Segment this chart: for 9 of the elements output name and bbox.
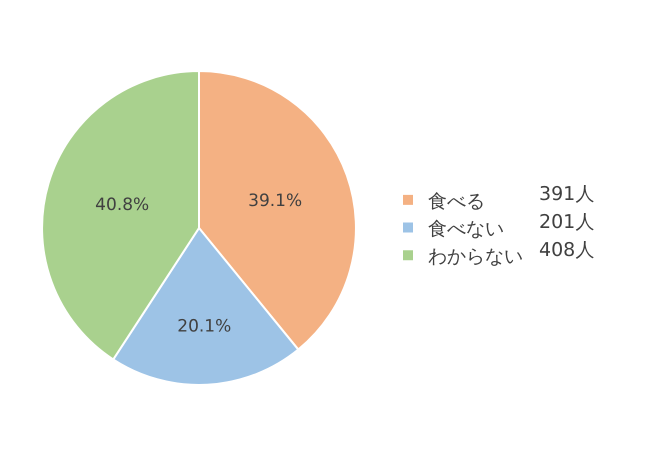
text: 201人 — [539, 211, 594, 233]
text: 408人 — [539, 239, 594, 261]
data-label: 20.1% — [177, 316, 232, 337]
legend-label: わからない — [428, 246, 523, 268]
data-label: 40.8% — [95, 195, 150, 216]
legend-label: 食べる — [428, 190, 485, 212]
data-label: 39.1% — [248, 190, 302, 211]
text: 391人 — [539, 183, 594, 205]
legend-label: 食べない — [428, 218, 504, 240]
